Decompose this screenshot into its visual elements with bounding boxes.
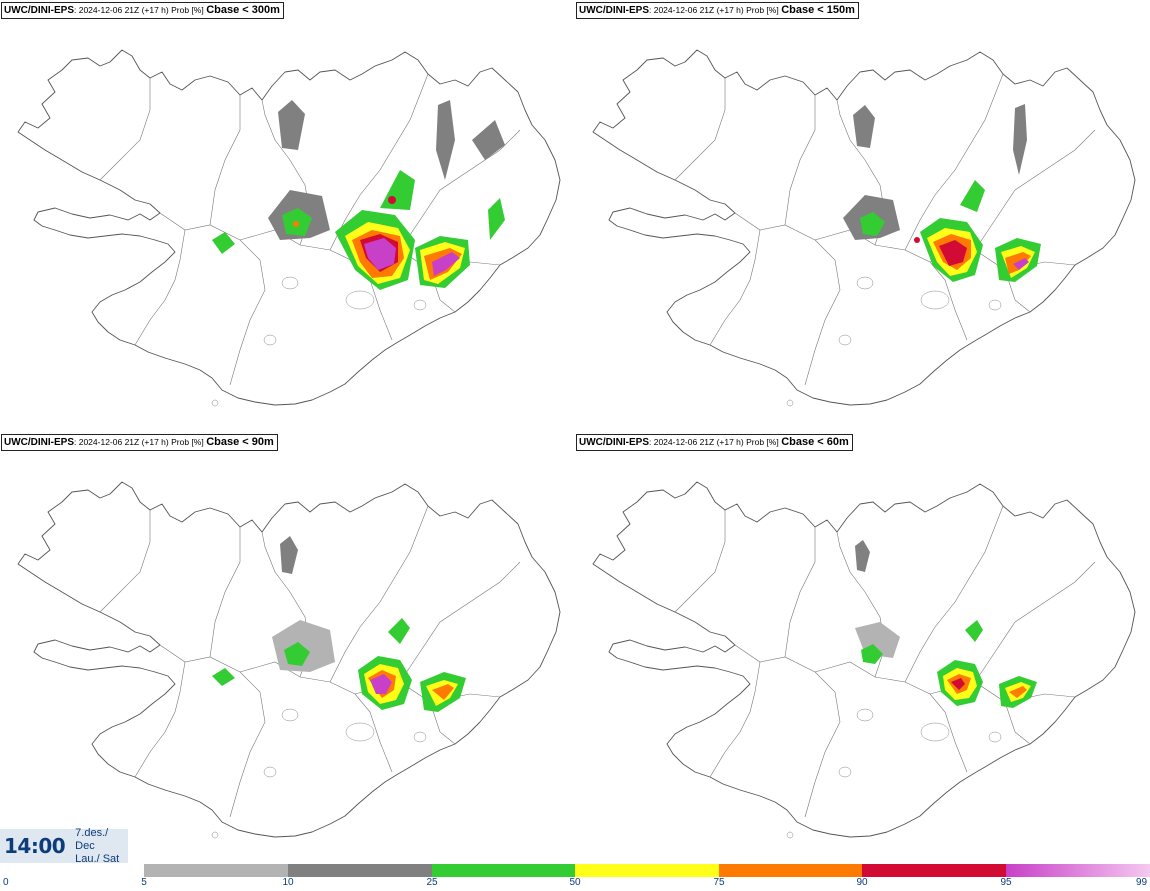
map-panel-cbase-60: UWC/DINI-EPS: 2024-12-06 21Z (+17 h) Pro…: [575, 432, 1150, 864]
valid-time-box: 14:00 7.des./ Dec Lau./ Sat: [0, 827, 128, 866]
legend-bin: [862, 864, 1006, 877]
legend-bin: [432, 864, 575, 877]
field-name: Cbase < 150m: [781, 4, 855, 16]
date-line: 7.des./ Dec: [75, 826, 109, 852]
panel-title: UWC/DINI-EPS: 2024-12-06 21Z (+17 h) Pro…: [1, 434, 278, 451]
legend-tick: 25: [426, 877, 438, 888]
legend-bin: [1006, 864, 1150, 877]
iceland-map: [17, 481, 561, 839]
legend-bin: [288, 864, 432, 877]
map-panel-cbase-90: UWC/DINI-EPS: 2024-12-06 21Z (+17 h) Pro…: [0, 432, 575, 864]
legend-tick: 95: [1000, 877, 1012, 888]
iceland-map: [17, 49, 561, 407]
legend-tick: 5: [141, 877, 147, 888]
model-source: UWC/DINI-EPS: [579, 5, 649, 16]
legend-tick: 50: [569, 877, 581, 888]
legend-tick: 90: [856, 877, 868, 888]
panel-title: UWC/DINI-EPS: 2024-12-06 21Z (+17 h) Pro…: [576, 2, 859, 19]
legend-tick: 75: [713, 877, 725, 888]
model-source: UWC/DINI-EPS: [4, 437, 74, 448]
iceland-map: [592, 49, 1136, 407]
run-info: : 2024-12-06 21Z (+17 h) Prob [%]: [74, 437, 204, 447]
legend-tick: 99: [1136, 877, 1148, 888]
model-source: UWC/DINI-EPS: [579, 437, 649, 448]
legend-tick: 0: [3, 877, 9, 888]
panel-title: UWC/DINI-EPS: 2024-12-06 21Z (+17 h) Pro…: [576, 434, 853, 451]
valid-time: 14:00: [4, 834, 66, 858]
probability-field: [843, 104, 1041, 282]
legend-bin: [575, 864, 719, 877]
panel-title: UWC/DINI-EPS: 2024-12-06 21Z (+17 h) Pro…: [1, 2, 284, 19]
run-info: : 2024-12-06 21Z (+17 h) Prob [%]: [649, 5, 779, 15]
probability-field: [855, 540, 1037, 708]
map-panel-cbase-150: UWC/DINI-EPS: 2024-12-06 21Z (+17 h) Pro…: [575, 0, 1150, 432]
color-legend: 0 5 10 25 50 75 90 95 99: [0, 862, 1150, 891]
field-name: Cbase < 60m: [781, 436, 849, 448]
field-name: Cbase < 300m: [206, 4, 280, 16]
iceland-map: [592, 481, 1136, 839]
day-line: Lau./ Sat: [75, 852, 120, 865]
legend-tick: 10: [282, 877, 294, 888]
run-info: : 2024-12-06 21Z (+17 h) Prob [%]: [649, 437, 779, 447]
field-name: Cbase < 90m: [206, 436, 274, 448]
run-info: : 2024-12-06 21Z (+17 h) Prob [%]: [74, 5, 204, 15]
valid-date: 7.des./ Dec Lau./ Sat: [75, 827, 128, 866]
legend-bin: [144, 864, 288, 877]
probability-field: [212, 100, 505, 290]
probability-field: [212, 536, 466, 712]
map-panel-cbase-300: UWC/DINI-EPS: 2024-12-06 21Z (+17 h) Pro…: [0, 0, 575, 432]
legend-bin: [719, 864, 862, 877]
model-source: UWC/DINI-EPS: [4, 5, 74, 16]
